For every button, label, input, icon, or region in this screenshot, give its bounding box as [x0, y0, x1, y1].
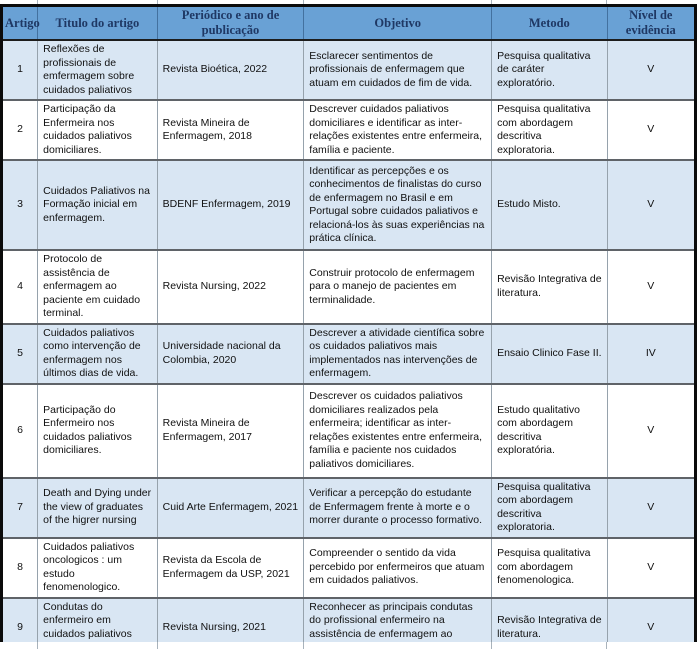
- cell-titulo: Participação do Enfermeiro nos cuidados …: [37, 382, 158, 478]
- cell-metodo: Revisão Integrativa de literatura.: [491, 249, 608, 324]
- cell-periodico: Revista Mineira de Enfermagem, 2017: [156, 382, 304, 478]
- cell-objetivo: Verificar a percepção do estudante de En…: [303, 476, 492, 538]
- cell-objetivo: Descrever a atividade científica sobre o…: [303, 322, 492, 384]
- table-row: 8 Cuidados paliativos oncologicos : um e…: [1, 536, 696, 598]
- column-divider-line: [491, 0, 492, 4]
- literature-review-table: Artigo Titulo do artigo Periódico e ano …: [0, 4, 697, 649]
- cell-titulo: Reflexões de profissionais de emfermagem…: [37, 39, 158, 100]
- table-row: 7 Death and Dying under the view of grad…: [1, 476, 696, 538]
- table-edge-sliver-bottom: [0, 642, 700, 649]
- column-divider-line: [37, 642, 38, 649]
- table-row: 1 Reflexões de profissionais de emfermag…: [1, 39, 696, 100]
- cell-nivel: V: [606, 249, 696, 324]
- column-header-artigo: Artigo: [1, 5, 40, 41]
- cell-metodo: Pesquisa qualitativa com abordagem fenom…: [491, 536, 608, 598]
- column-header-nivel: Nível de evidência: [606, 5, 696, 41]
- cell-periodico: BDENF Enfermagem, 2019: [156, 159, 304, 250]
- table-row: 4 Protocolo de assistência de enfermagem…: [1, 249, 696, 324]
- table-header-row: Artigo Titulo do artigo Periódico e ano …: [1, 5, 696, 41]
- cell-titulo: Protocolo de assistência de enfermagem a…: [37, 249, 158, 324]
- cell-periodico: Revista Bioética, 2022: [156, 39, 304, 100]
- column-divider-line: [157, 0, 158, 4]
- cell-objetivo: Compreender o sentido da vida percebido …: [303, 536, 492, 598]
- cell-artigo: 8: [1, 536, 38, 598]
- column-header-titulo: Titulo do artigo: [37, 5, 158, 41]
- column-divider-line: [157, 642, 158, 649]
- cell-artigo: 1: [1, 39, 38, 100]
- cell-metodo: Estudo qualitativo com abordagem descrit…: [491, 382, 608, 478]
- cell-nivel: V: [606, 99, 696, 160]
- table-row: 5 Cuidados paliativos como intervenção d…: [1, 322, 696, 384]
- cell-metodo: Pesquisa qualitativa com abordagem descr…: [491, 99, 608, 160]
- cell-metodo: Estudo Misto.: [491, 159, 608, 250]
- table-edge-sliver-top: [0, 0, 700, 4]
- cell-nivel: V: [606, 382, 696, 478]
- cell-artigo: 9: [1, 596, 38, 649]
- cell-nivel: V: [606, 536, 696, 598]
- cell-metodo: Revisão Integrativa de literatura.: [491, 596, 608, 649]
- column-header-metodo: Metodo: [491, 5, 608, 41]
- cell-nivel: V: [606, 596, 696, 649]
- table-row: 3 Cuidados Paliativos na Formação inicia…: [1, 159, 696, 250]
- cell-nivel: V: [606, 476, 696, 538]
- cell-periodico: Revista Mineira de Enfermagem, 2018: [156, 99, 304, 160]
- column-header-objetivo: Objetivo: [303, 5, 492, 41]
- cell-objetivo: Descrever cuidados paliativos domiciliar…: [303, 99, 492, 160]
- cell-artigo: 7: [1, 476, 38, 538]
- column-divider-line: [303, 0, 304, 4]
- cell-periodico: Cuid Arte Enfermagem, 2021: [156, 476, 304, 538]
- cell-artigo: 3: [1, 159, 38, 250]
- table-row: 6 Participação do Enfermeiro nos cuidado…: [1, 382, 696, 478]
- cell-objetivo: Descrever os cuidados paliativos domicil…: [303, 382, 492, 478]
- cell-titulo: Condutas do enfermeiro em cuidados palia…: [37, 596, 158, 649]
- cell-nivel: V: [606, 39, 696, 100]
- cell-titulo: Cuidados Paliativos na Formação inicial …: [37, 159, 158, 250]
- cell-periodico: Revista Nursing, 2022: [156, 249, 304, 324]
- column-divider-line: [606, 0, 607, 4]
- column-divider-line: [303, 642, 304, 649]
- cell-metodo: Pesquisa qualitativa de caráter explorat…: [491, 39, 608, 100]
- cell-periodico: Universidade nacional da Colombia, 2020: [156, 322, 304, 384]
- column-divider-line: [606, 642, 607, 649]
- cell-objetivo: Esclarecer sentimentos de profissionais …: [303, 39, 492, 100]
- cell-titulo: Cuidados paliativos como intervenção de …: [37, 322, 158, 384]
- cell-periodico: Revista Nursing, 2021: [156, 596, 304, 649]
- cell-titulo: Participação da Enfermeira nos cuidados …: [37, 99, 158, 160]
- cell-metodo: Ensaio Clinico Fase II.: [491, 322, 608, 384]
- column-divider-line: [491, 642, 492, 649]
- cell-titulo: Cuidados paliativos oncologicos : um est…: [37, 536, 158, 598]
- cell-periodico: Revista da Escola de Enfermagem da USP, …: [156, 536, 304, 598]
- table-row: 2 Participação da Enfermeira nos cuidado…: [1, 99, 696, 160]
- cell-artigo: 2: [1, 99, 38, 160]
- column-header-periodico: Periódico e ano de publicação: [156, 5, 304, 41]
- cell-objetivo: Identificar as percepções e os conhecime…: [303, 159, 492, 250]
- cell-artigo: 4: [1, 249, 38, 324]
- cell-titulo: Death and Dying under the view of gradua…: [37, 476, 158, 538]
- cell-nivel: V: [606, 159, 696, 250]
- cell-artigo: 6: [1, 382, 38, 478]
- cell-artigo: 5: [1, 322, 38, 384]
- cell-objetivo: Construir protocolo de enfermagem para o…: [303, 249, 492, 324]
- cell-metodo: Pesquisa qualitativa com abordagem descr…: [491, 476, 608, 538]
- cell-nivel: IV: [606, 322, 696, 384]
- column-divider-line: [37, 0, 38, 4]
